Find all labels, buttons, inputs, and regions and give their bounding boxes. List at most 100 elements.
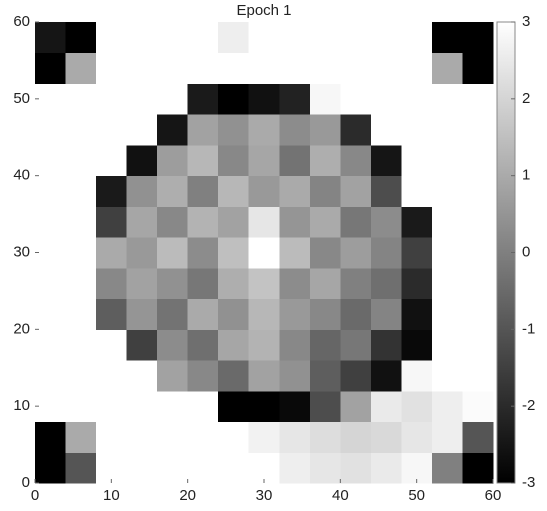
heatmap-cell [65,83,97,115]
heatmap-cell [431,22,463,54]
heatmap-cell [370,52,402,84]
heatmap-cell [157,22,189,54]
heatmap-cell [126,329,158,361]
heatmap-cell [157,52,189,84]
heatmap-cell [248,298,280,330]
heatmap-cell [248,237,280,269]
heatmap-cell [65,329,97,361]
heatmap-cell [65,237,97,269]
heatmap-cell [309,83,341,115]
heatmap-cell [35,421,67,453]
heatmap-cell [340,298,372,330]
heatmap-cell [309,22,341,54]
heatmap-cell [96,22,128,54]
heatmap-cell [279,83,311,115]
heatmap-cell [279,267,311,300]
heatmap-cell [126,83,158,115]
heatmap-cell [462,329,494,361]
y-tick-label: 0 [22,474,30,491]
heatmap-cell [462,267,494,300]
heatmap-cell [462,114,494,146]
heatmap-cell [187,360,219,392]
heatmap-cell [65,421,97,453]
heatmap-cell [35,206,67,238]
y-tick-label: 10 [13,397,30,414]
heatmap-cell [462,144,494,177]
heatmap-cell [462,22,494,54]
heatmap-cell [370,452,402,484]
heatmap-cell [187,144,219,177]
heatmap-cell [279,329,311,361]
heatmap-cell [65,206,97,238]
heatmap-cell [340,390,372,423]
heatmap-cell [431,267,463,300]
heatmap-cell [218,237,250,269]
heatmap-cell [309,237,341,269]
heatmap-cell [462,390,494,423]
heatmap-cell [431,175,463,207]
heatmap-cell [218,360,250,392]
colorbar-tick-label: -3 [522,474,535,491]
heatmap-cell [35,267,67,300]
heatmap-cell [248,360,280,392]
heatmap-cell [126,360,158,392]
heatmap-cell [218,421,250,453]
heatmap-cell [309,52,341,84]
heatmap-cell [187,22,219,54]
heatmap-cell [340,175,372,207]
colorbar-tick-label: 0 [522,243,530,260]
heatmap-cell [309,360,341,392]
heatmap-cell [462,52,494,84]
heatmap-cell [248,114,280,146]
heatmap-cell [187,114,219,146]
heatmap-cell [309,144,341,177]
heatmap-cell [279,360,311,392]
heatmap-cell [309,329,341,361]
heatmap-cell [431,206,463,238]
heatmap-cell [187,237,219,269]
heatmap-cell [248,175,280,207]
heatmap-cell [96,206,128,238]
colorbar-tick-label: -2 [522,397,535,414]
heatmap-cell [157,360,189,392]
y-tick-label: 60 [13,13,30,30]
heatmap-cell [370,298,402,330]
heatmap-cell [340,83,372,115]
heatmap-cell [218,298,250,330]
heatmap-cell [401,298,433,330]
y-tick-label: 30 [13,243,30,260]
heatmap-cell [96,360,128,392]
heatmap-cell [370,83,402,115]
heatmap-cell [248,206,280,238]
x-tick-label: 30 [256,487,273,504]
heatmap-cell [218,390,250,423]
heatmap-cell [370,360,402,392]
heatmap-cell [65,175,97,207]
heatmap-cell [187,83,219,115]
heatmap-cell [370,22,402,54]
heatmap-cell [340,267,372,300]
heatmap-cell [126,267,158,300]
heatmap-cell [248,421,280,453]
heatmap-cell [401,390,433,423]
heatmap-cell [340,237,372,269]
heatmap-cell [187,267,219,300]
colorbar-tick-label: 2 [522,90,530,107]
heatmap-cell [187,298,219,330]
heatmap-cell [96,390,128,423]
heatmap-cell [35,83,67,115]
heatmap-cell [401,421,433,453]
y-tick-label: 20 [13,320,30,337]
heatmap-cell [157,329,189,361]
heatmap-cell [370,329,402,361]
x-tick-label: 40 [332,487,349,504]
heatmap-cell [309,114,341,146]
heatmap-cell [340,144,372,177]
heatmap-cell [401,175,433,207]
colorbar-tick-label: 1 [522,167,530,184]
heatmap-cell [340,421,372,453]
heatmap-cell [401,144,433,177]
heatmap-cell [96,52,128,84]
heatmap-cell [431,144,463,177]
heatmap-cell [187,175,219,207]
